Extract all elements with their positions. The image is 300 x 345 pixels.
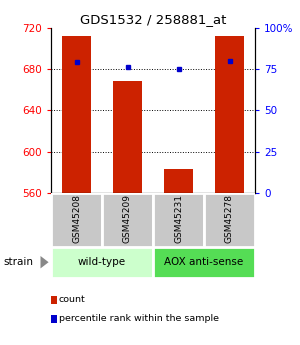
Text: AOX anti-sense: AOX anti-sense (164, 257, 244, 267)
Bar (204, 193, 255, 247)
Text: GSM45209: GSM45209 (123, 194, 132, 243)
Text: GSM45278: GSM45278 (225, 194, 234, 243)
Bar (153, 247, 255, 278)
Bar (113, 81, 142, 193)
Text: GSM45231: GSM45231 (174, 194, 183, 243)
Title: GDS1532 / 258881_at: GDS1532 / 258881_at (80, 13, 226, 27)
Text: GSM45208: GSM45208 (72, 194, 81, 243)
Bar (102, 193, 153, 247)
Text: count: count (59, 295, 86, 304)
Text: wild-type: wild-type (78, 257, 126, 267)
Text: strain: strain (3, 257, 33, 267)
Bar (51, 193, 102, 247)
Bar (62, 36, 91, 193)
Bar (215, 36, 244, 193)
Text: percentile rank within the sample: percentile rank within the sample (59, 314, 219, 323)
Bar (51, 247, 153, 278)
Bar (153, 193, 204, 247)
Polygon shape (40, 256, 49, 268)
Bar (164, 169, 193, 193)
